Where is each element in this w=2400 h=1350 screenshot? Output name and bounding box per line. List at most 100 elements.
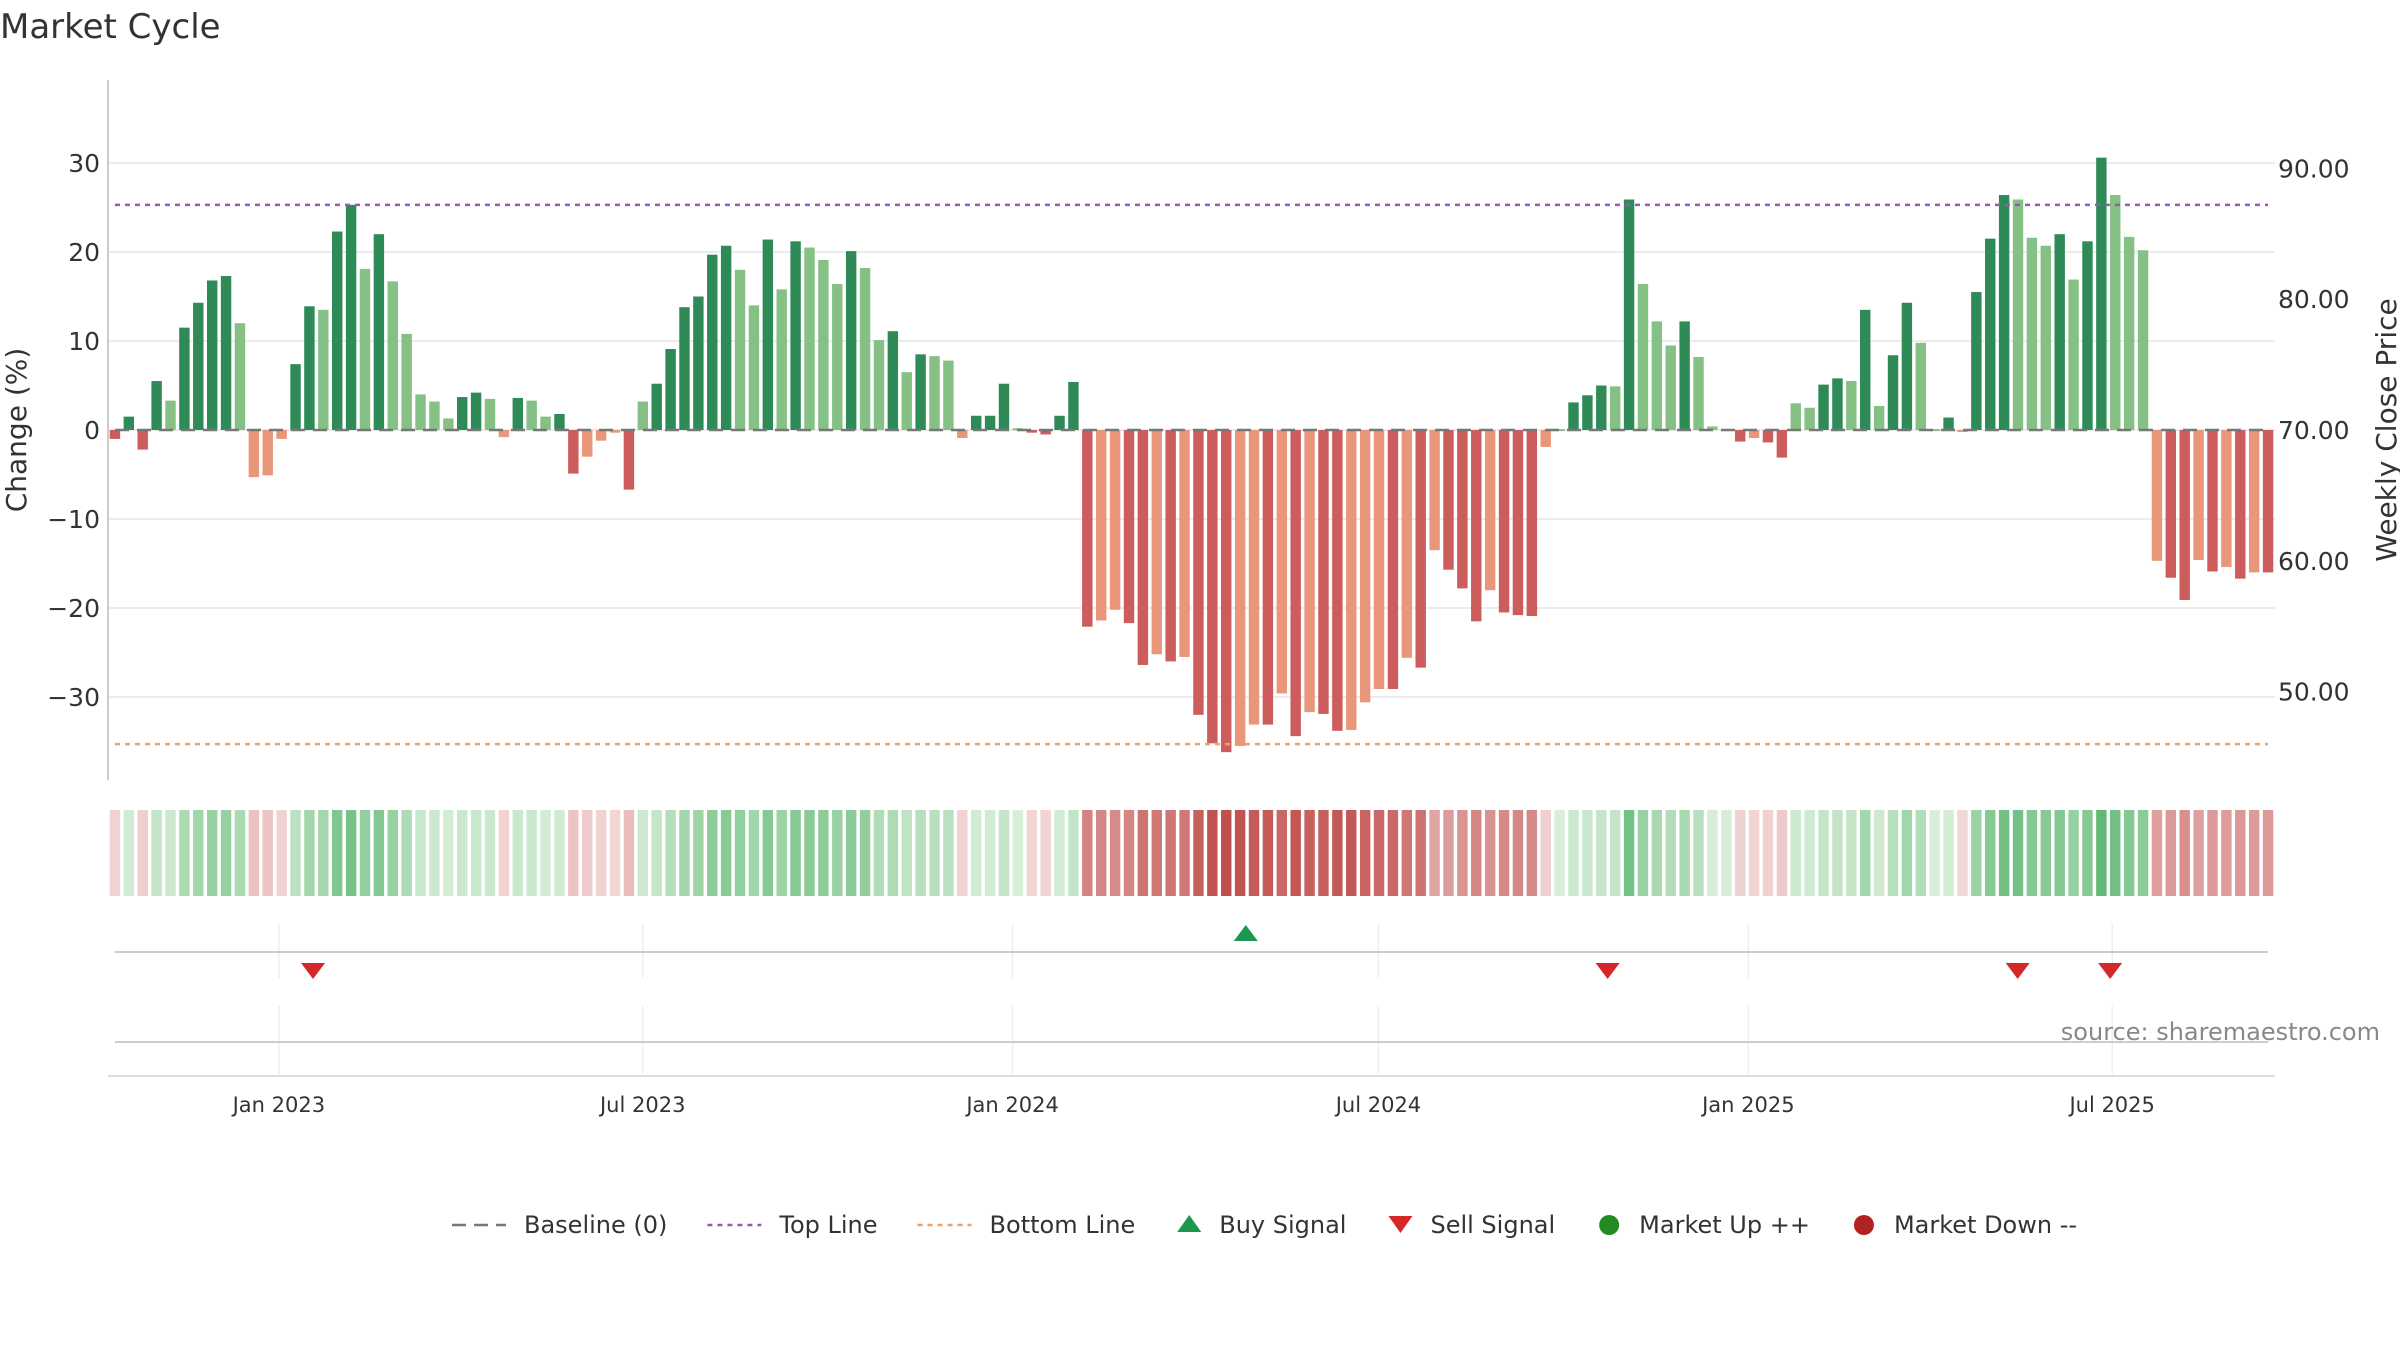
heat-cell	[2040, 810, 2052, 896]
bar	[734, 269, 746, 430]
heat-cell	[679, 810, 690, 896]
y-tick-label: −30	[47, 683, 100, 712]
bar	[318, 309, 329, 430]
bar	[401, 333, 412, 430]
bar	[720, 245, 732, 430]
heat-cell	[970, 810, 982, 896]
heat-cell	[1484, 810, 1496, 896]
y2-axis-label: Weekly Close Price	[2370, 298, 2400, 561]
bar	[818, 260, 829, 430]
heat-cell	[331, 810, 343, 896]
heat-cell	[1734, 810, 1746, 896]
bar	[1651, 321, 1663, 430]
bar	[2248, 430, 2260, 573]
heat-cell	[2262, 810, 2274, 896]
heat-cell	[665, 810, 676, 896]
bar	[179, 327, 190, 430]
bar	[859, 268, 871, 430]
bar	[762, 239, 774, 430]
heat-cell	[1137, 810, 1149, 896]
bar	[1095, 430, 1107, 621]
bar	[845, 251, 857, 430]
bar	[1929, 429, 1940, 432]
bar	[2137, 250, 2149, 430]
bar	[1915, 342, 1926, 430]
heat-cell	[1748, 810, 1760, 896]
heat-cell	[1304, 810, 1315, 896]
heat-cell	[1693, 810, 1704, 896]
heat-cell	[609, 810, 621, 896]
bar	[1679, 321, 1690, 430]
heat-cell	[1860, 810, 1871, 896]
heat-cell	[540, 810, 551, 896]
bar	[776, 289, 787, 430]
bar	[304, 306, 315, 430]
heat-cell	[1026, 810, 1037, 896]
bar	[2207, 430, 2218, 572]
heat-cell	[762, 810, 774, 896]
heat-cell	[832, 810, 843, 896]
bar	[832, 284, 843, 430]
buy-signal-marker	[1233, 925, 1258, 941]
heat-cell	[165, 810, 176, 896]
heat-cell	[1443, 810, 1454, 896]
heat-cell	[1721, 810, 1732, 896]
heat-cell	[1971, 810, 1982, 896]
heat-cell	[776, 810, 787, 896]
heat-cell	[193, 810, 204, 896]
bar	[2235, 430, 2246, 579]
heat-cell	[2068, 810, 2079, 896]
bar	[2096, 157, 2107, 430]
heat-cell	[137, 810, 148, 896]
bar	[512, 397, 523, 430]
bars	[109, 157, 2274, 753]
bar	[1276, 430, 1288, 694]
bar	[1512, 430, 1524, 616]
bar	[1998, 195, 2010, 430]
heat-cell	[1040, 810, 1051, 896]
bar	[2012, 199, 2024, 430]
heat-cell	[2082, 810, 2093, 896]
heat-cell	[720, 810, 732, 896]
bar	[651, 383, 662, 430]
bar	[109, 430, 121, 439]
y-tick-label: −20	[47, 594, 100, 623]
heat-cell	[623, 810, 635, 896]
heat-cell	[2054, 810, 2065, 896]
bar	[359, 268, 371, 430]
bar	[1734, 430, 1746, 442]
x-tick-label: Jan 2023	[231, 1093, 326, 1117]
x-tick-label: Jan 2024	[964, 1093, 1059, 1117]
bar	[1359, 430, 1371, 703]
bar	[554, 413, 565, 430]
legend-swatch	[1177, 1215, 1202, 1232]
heat-cell	[1582, 810, 1593, 896]
heat-cell	[1540, 810, 1551, 896]
heat-strip	[109, 810, 2274, 896]
chart-title: Market Cycle	[0, 7, 221, 47]
bar	[984, 415, 996, 430]
bar	[2026, 237, 2038, 430]
heat-cell	[554, 810, 565, 896]
bar	[470, 392, 482, 430]
reference-lines	[115, 203, 2268, 746]
heat-cell	[1415, 810, 1426, 896]
heat-cell	[651, 810, 662, 896]
bar	[1290, 430, 1301, 737]
bar	[1387, 430, 1399, 689]
bar	[165, 400, 176, 430]
bar	[1957, 430, 1968, 432]
heat-cell	[2193, 810, 2204, 896]
legend-label: Bottom Line	[990, 1211, 1136, 1239]
heat-cell	[748, 810, 760, 896]
x-tick-label: Jul 2025	[2067, 1093, 2154, 1117]
heat-cell	[998, 810, 1010, 896]
bar	[804, 247, 815, 430]
bar	[2040, 245, 2052, 430]
heat-cell	[2207, 810, 2218, 896]
bar	[2110, 195, 2121, 430]
heat-cell	[845, 810, 857, 896]
heat-cell	[818, 810, 829, 896]
bar	[1262, 430, 1274, 725]
bar	[665, 349, 676, 430]
